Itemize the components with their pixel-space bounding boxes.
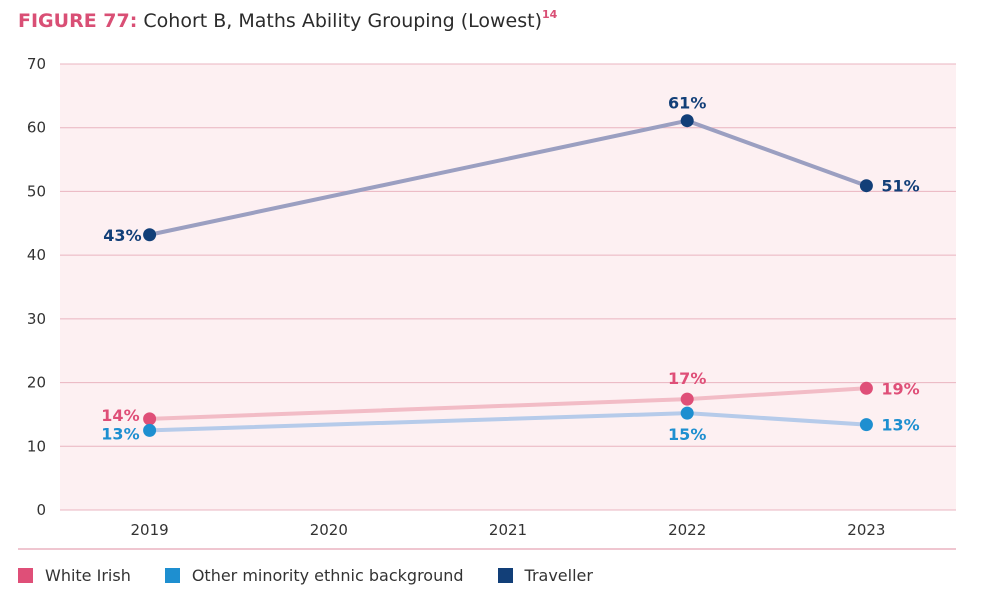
data-label-traveller-2023: 51%	[881, 177, 919, 196]
y-tick-label-20: 20	[27, 374, 46, 392]
data-label-traveller-2022: 61%	[668, 94, 706, 113]
legend-item-traveller: Traveller	[497, 566, 593, 585]
data-point-traveller-2019	[143, 228, 157, 242]
chart-title: FIGURE 77: Cohort B, Maths Ability Group…	[18, 8, 558, 32]
data-point-other-minority-2023	[859, 418, 873, 432]
data-point-white-irish-2023	[859, 381, 873, 395]
legend-swatch-white-irish	[18, 568, 33, 583]
data-label-other-minority-2019: 13%	[101, 424, 139, 443]
y-tick-label-50: 50	[27, 182, 46, 200]
legend-swatch-other-minority	[164, 568, 180, 583]
title-text: Cohort B, Maths Ability Grouping (Lowest…	[143, 10, 543, 32]
legend-swatch-traveller	[497, 568, 513, 583]
y-tick-label-0: 0	[36, 501, 46, 519]
x-tick-label-2022: 2022	[668, 521, 706, 539]
data-label-white-irish-2022: 17%	[668, 369, 706, 388]
data-point-traveller-2022	[680, 114, 694, 128]
data-label-white-irish-2023: 19%	[881, 379, 919, 398]
legend-item-white-irish: White Irish	[18, 566, 131, 585]
legend-label-traveller: Traveller	[524, 566, 593, 585]
x-tick-label-2020: 2020	[310, 521, 348, 539]
x-tick-label-2019: 2019	[131, 521, 169, 539]
x-tick-label-2023: 2023	[847, 521, 885, 539]
data-point-other-minority-2022	[680, 406, 694, 420]
figure-label: FIGURE 77:	[18, 10, 138, 32]
legend-label-other-minority: Other minority ethnic background	[191, 566, 464, 585]
data-point-white-irish-2019	[143, 412, 157, 426]
data-point-other-minority-2019	[143, 423, 157, 437]
plot-area	[60, 64, 956, 510]
data-label-other-minority-2023: 13%	[881, 416, 919, 435]
x-tick-label-2021: 2021	[489, 521, 527, 539]
y-tick-label-10: 10	[27, 437, 46, 455]
legend-item-other-minority: Other minority ethnic background	[164, 566, 464, 585]
data-label-other-minority-2022: 15%	[668, 425, 706, 444]
legend: White Irish Other minority ethnic backgr…	[18, 566, 627, 585]
data-point-white-irish-2022	[680, 392, 694, 406]
data-point-traveller-2023	[859, 179, 873, 193]
data-label-traveller-2019: 43%	[103, 226, 141, 245]
legend-label-white-irish: White Irish	[45, 566, 131, 585]
y-tick-label-70: 70	[27, 55, 46, 73]
y-tick-label-30: 30	[27, 310, 46, 328]
data-label-white-irish-2019: 14%	[101, 406, 139, 425]
title-footnote: 14	[542, 8, 558, 21]
y-tick-label-60: 60	[27, 119, 46, 137]
y-tick-label-40: 40	[27, 246, 46, 264]
